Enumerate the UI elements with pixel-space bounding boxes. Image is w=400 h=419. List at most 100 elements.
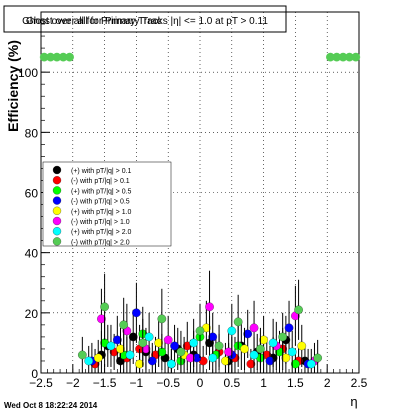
legend-label: (+) with pT/|q| > 1.0	[71, 209, 132, 216]
data-point	[176, 347, 186, 357]
legend-marker	[52, 227, 62, 236]
x-tick-label: −2	[66, 376, 80, 390]
data-point	[84, 356, 94, 366]
y-tick-label: 0	[31, 367, 38, 381]
data-point	[284, 323, 294, 333]
data-point	[138, 338, 148, 348]
x-tick-label: −2.5	[29, 376, 53, 390]
data-point	[132, 308, 141, 318]
data-point	[116, 344, 125, 354]
data-point	[259, 335, 268, 345]
data-point	[147, 356, 157, 366]
data-point	[100, 302, 109, 312]
legend-label: (-) with pT/|q| > 1.0	[71, 219, 130, 226]
legend-label: (+) with pT/|q| > 0.1	[71, 168, 132, 175]
data-point	[256, 344, 265, 354]
y-axis-title: Efficiency (%)	[5, 40, 21, 132]
series-group	[87, 282, 313, 373]
legend-label: (-) with pT/|q| > 2.0	[71, 239, 130, 246]
legend-label: (-) with pT/|q| > 0.5	[71, 199, 130, 206]
data-point	[268, 338, 278, 348]
legend-marker	[52, 237, 62, 246]
data-point	[119, 320, 129, 330]
data-point	[291, 359, 300, 369]
data-point	[313, 353, 323, 363]
series-group	[84, 303, 316, 373]
data-point	[281, 353, 291, 363]
y-tick-label: 100	[18, 66, 38, 80]
x-tick-label: 2.5	[351, 376, 368, 390]
x-tick-label: −1.5	[93, 376, 117, 390]
data-point	[135, 359, 144, 369]
y-tick-label: 40	[25, 247, 39, 261]
data-point	[221, 356, 230, 366]
x-tick-label: 1	[260, 376, 267, 390]
chart-title-overlap: Ghost over all for Primary Trac	[26, 16, 162, 27]
data-point	[167, 359, 176, 369]
data-point	[128, 332, 138, 342]
data-point	[246, 359, 256, 369]
overflow-point	[351, 52, 361, 62]
chart-title: Ghost over all for Primary Tracks |η| <=…	[22, 16, 268, 27]
data-point	[243, 329, 253, 339]
data-point	[97, 314, 106, 324]
footer-timestamp: Wed Oct 8 18:22:24 2014	[4, 401, 98, 410]
data-point	[265, 356, 275, 366]
data-point	[77, 350, 87, 360]
data-point	[195, 326, 205, 336]
data-point	[233, 317, 243, 327]
data-point	[93, 353, 103, 363]
title-box	[3, 5, 287, 33]
data-point	[306, 359, 316, 369]
x-tick-label: 0.5	[223, 376, 240, 390]
legend-box	[42, 161, 172, 247]
legend-marker	[52, 176, 62, 185]
data-point	[294, 305, 303, 315]
y-tick-label: 80	[25, 126, 39, 140]
x-axis-title: η	[350, 394, 357, 409]
data-point	[297, 341, 307, 351]
data-point	[112, 335, 122, 345]
x-tick-label: 2	[324, 376, 331, 390]
x-tick-label: 1.5	[287, 376, 304, 390]
legend: (+) with pT/|q| > 0.1 (-) with pT/|q| > 0…	[42, 161, 172, 247]
data-point	[170, 341, 179, 351]
legend-marker	[52, 196, 62, 205]
legend-marker	[52, 206, 62, 215]
legend-marker	[52, 186, 62, 195]
data-points	[39, 52, 361, 373]
data-point	[240, 344, 249, 354]
legend-label: (-) with pT/|q| > 0.1	[71, 178, 130, 185]
data-point	[154, 338, 164, 348]
legend-marker	[52, 216, 62, 226]
overflow-point	[65, 52, 74, 62]
data-point	[214, 341, 224, 351]
data-point	[224, 347, 233, 357]
data-point	[144, 332, 154, 342]
series-group	[77, 273, 323, 373]
data-point	[106, 341, 116, 351]
data-point	[186, 353, 195, 363]
data-point	[227, 326, 237, 336]
data-point	[189, 338, 198, 348]
data-point	[287, 347, 297, 357]
x-tick-label: −0.5	[156, 376, 180, 390]
y-tick-label: 60	[25, 187, 39, 201]
data-point	[125, 350, 135, 360]
data-point	[157, 314, 167, 324]
data-point	[249, 323, 259, 333]
legend-marker	[52, 165, 62, 175]
data-point	[163, 335, 173, 345]
data-point	[208, 353, 218, 363]
data-point	[278, 332, 288, 342]
x-tick-label: −1	[130, 376, 144, 390]
y-tick-label: 20	[25, 307, 39, 321]
legend-label: (+) with pT/|q| > 0.5	[71, 188, 132, 195]
x-tick-label: 0	[197, 376, 204, 390]
data-point	[249, 350, 259, 360]
series-group	[97, 270, 319, 373]
series-group	[93, 300, 307, 373]
data-point	[205, 302, 214, 312]
